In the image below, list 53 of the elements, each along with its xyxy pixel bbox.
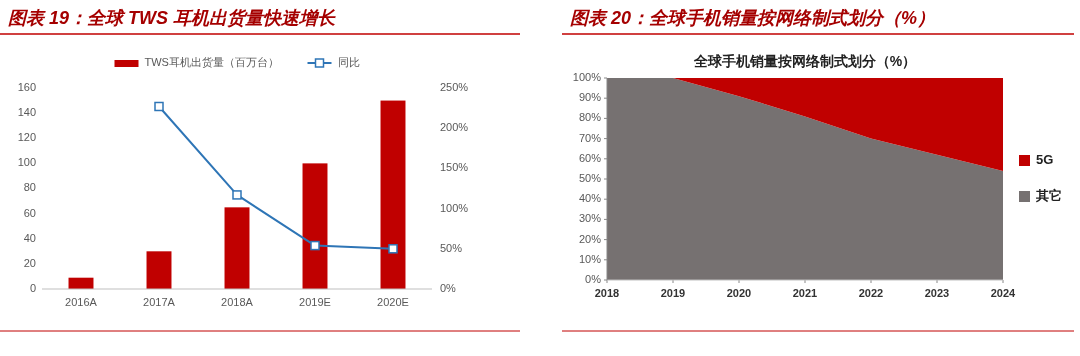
y2-tick-label: 100%	[440, 201, 469, 214]
y2-tick-label: 0%	[440, 281, 457, 294]
y-tick-label: 90%	[578, 91, 602, 104]
bar	[146, 251, 172, 289]
x-tick-label: 2018	[594, 286, 620, 299]
point	[154, 101, 164, 112]
x-tick-label: 2017A	[143, 295, 176, 308]
y2-tick-label: 250%	[440, 80, 469, 93]
y-tick-label: 160	[17, 80, 36, 93]
y-tick-label: 40%	[578, 192, 602, 205]
y2-tick-label: 150%	[440, 161, 469, 174]
y-tick-label: 40	[23, 231, 36, 244]
x-tick-label: 2020	[726, 286, 752, 299]
y-tick-label: 100%	[572, 70, 602, 83]
y-tick-label: 120	[17, 131, 36, 144]
chart-title: 图表 19：全球 TWS 耳机出货量快速增长	[8, 7, 337, 28]
y-tick-label: 60	[23, 206, 36, 219]
x-tick-label: 2023	[924, 286, 950, 299]
legend-label: TWS耳机出货量（百万台）	[144, 55, 279, 68]
y-tick-label: 80	[23, 181, 36, 194]
y-tick-label: 100	[17, 156, 36, 169]
y-tick-label: 20	[23, 256, 36, 269]
legend-label: 5G	[1036, 152, 1054, 168]
y-tick-label: 80%	[578, 111, 602, 124]
x-tick-label: 2018A	[221, 295, 254, 308]
x-tick-label: 2022	[858, 286, 884, 299]
x-tick-label: 2019	[660, 286, 686, 299]
y-tick-label: 30%	[578, 212, 602, 225]
y-tick-label: 0%	[585, 272, 602, 285]
bar	[302, 163, 328, 289]
point	[388, 244, 398, 254]
y-tick-label: 140	[17, 106, 36, 119]
y-tick-label: 50%	[578, 171, 602, 184]
y-tick-label: 70%	[578, 131, 602, 144]
point	[310, 240, 320, 251]
point	[232, 190, 242, 200]
x-tick-label: 2021	[792, 286, 818, 299]
y-tick-label: 10%	[578, 252, 602, 265]
chart-subtitle: 全球手机销量按网络制式划分（%）	[692, 52, 917, 69]
y2-tick-label: 200%	[440, 121, 469, 134]
x-tick-label: 2019E	[299, 295, 331, 308]
y-tick-label: 60%	[578, 151, 602, 164]
x-tick-label: 2016A	[65, 295, 98, 308]
bar	[224, 207, 250, 289]
x-tick-label: 2024	[990, 286, 1017, 299]
bar	[380, 100, 406, 289]
y-tick-label: 20%	[578, 232, 602, 245]
y-tick-label: 0	[29, 281, 36, 294]
legend-label: 同比	[337, 55, 360, 68]
x-tick-label: 2020E	[377, 295, 409, 308]
legend-label: 其它	[1035, 188, 1062, 204]
chart-title: 图表 20：全球手机销量按网络制式划分（%）	[570, 7, 936, 28]
y2-tick-label: 50%	[440, 241, 463, 254]
